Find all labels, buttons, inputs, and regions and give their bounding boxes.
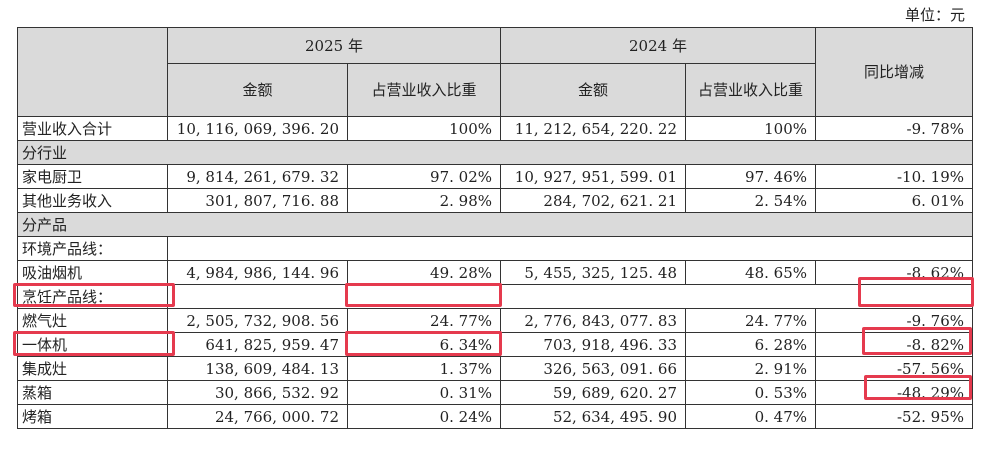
amount-2024: 5, 455, 325, 125. 48 xyxy=(500,260,686,285)
amount-2024: 52, 634, 495. 90 xyxy=(500,404,686,429)
row-label: 营业收入合计 xyxy=(17,116,168,141)
revenue-table: 2025 年 2024 年 同比增减 金额 占营业收入比重 金额 占营业收入比重… xyxy=(17,27,973,429)
ratio-2025: 6. 34% xyxy=(347,332,501,357)
row-label: 一体机 xyxy=(17,332,168,357)
amount-2025: 9, 814, 261, 679. 32 xyxy=(167,164,348,189)
ratio-2024: 48. 65% xyxy=(685,260,816,285)
amount-2025: 24, 766, 000. 72 xyxy=(167,404,348,429)
row-other: 其他业务收入 301, 807, 716. 88 2. 98% 284, 702… xyxy=(17,188,973,213)
ratio-2024: 100% xyxy=(685,116,816,141)
section-product: 分产品 xyxy=(17,212,973,237)
subsection-env: 环境产品线： xyxy=(17,236,973,261)
ratio-2025: 97. 02% xyxy=(347,164,501,189)
section-label: 分行业 xyxy=(17,140,973,165)
amount-2024: 703, 918, 496. 33 xyxy=(500,332,686,357)
yoy-change: -52. 95% xyxy=(815,404,973,429)
amount-2025: 10, 116, 069, 396. 20 xyxy=(167,116,348,141)
subsection-cook: 烹饪产品线： xyxy=(17,284,973,309)
yoy-change: -9. 78% xyxy=(815,116,973,141)
header-yoy: 同比增减 xyxy=(815,27,973,117)
row-oven: 烤箱 24, 766, 000. 72 0. 24% 52, 634, 495.… xyxy=(17,404,973,429)
amount-2025: 641, 825, 959. 47 xyxy=(167,332,348,357)
ratio-2024: 24. 77% xyxy=(685,308,816,333)
empty-cell xyxy=(167,284,973,309)
row-label: 集成灶 xyxy=(17,356,168,381)
header-ratio-2024: 占营业收入比重 xyxy=(685,63,816,117)
section-industry: 分行业 xyxy=(17,140,973,165)
header-ratio-2025: 占营业收入比重 xyxy=(347,63,501,117)
row-kitchen: 家电厨卫 9, 814, 261, 679. 32 97. 02% 10, 92… xyxy=(17,164,973,189)
row-total: 营业收入合计 10, 116, 069, 396. 20 100% 11, 21… xyxy=(17,116,973,141)
ratio-2024: 2. 54% xyxy=(685,188,816,213)
ratio-2025: 2. 98% xyxy=(347,188,501,213)
ratio-2024: 2. 91% xyxy=(685,356,816,381)
yoy-change: 6. 01% xyxy=(815,188,973,213)
amount-2024: 11, 212, 654, 220. 22 xyxy=(500,116,686,141)
amount-2025: 30, 866, 532. 92 xyxy=(167,380,348,405)
ratio-2025: 0. 24% xyxy=(347,404,501,429)
ratio-2024: 0. 47% xyxy=(685,404,816,429)
ratio-2025: 49. 28% xyxy=(347,260,501,285)
unit-label: 单位：元 xyxy=(904,6,965,24)
yoy-change: -57. 56% xyxy=(815,356,973,381)
amount-2024: 59, 689, 620. 27 xyxy=(500,380,686,405)
ratio-2024: 0. 53% xyxy=(685,380,816,405)
section-label: 分产品 xyxy=(17,212,973,237)
header-amount-2024: 金额 xyxy=(500,63,686,117)
header-year-2024: 2024 年 xyxy=(500,27,816,64)
subsection-label: 环境产品线： xyxy=(17,236,168,261)
row-label: 家电厨卫 xyxy=(17,164,168,189)
ratio-2024: 97. 46% xyxy=(685,164,816,189)
header-year-2025: 2025 年 xyxy=(167,27,501,64)
row-stove: 燃气灶 2, 505, 732, 908. 56 24. 77% 2, 776,… xyxy=(17,308,973,333)
amount-2025: 4, 984, 986, 144. 96 xyxy=(167,260,348,285)
header-amount-2025: 金额 xyxy=(167,63,348,117)
amount-2024: 284, 702, 621. 21 xyxy=(500,188,686,213)
ratio-2025: 24. 77% xyxy=(347,308,501,333)
subsection-label: 烹饪产品线： xyxy=(17,284,168,309)
yoy-change: -8. 82% xyxy=(815,332,973,357)
amount-2024: 10, 927, 951, 599. 01 xyxy=(500,164,686,189)
amount-2024: 326, 563, 091. 66 xyxy=(500,356,686,381)
row-label: 吸油烟机 xyxy=(17,260,168,285)
yoy-change: -48. 29% xyxy=(815,380,973,405)
amount-2025: 301, 807, 716. 88 xyxy=(167,188,348,213)
row-label: 燃气灶 xyxy=(17,308,168,333)
amount-2025: 138, 609, 484. 13 xyxy=(167,356,348,381)
row-steamer: 蒸箱 30, 866, 532. 92 0. 31% 59, 689, 620.… xyxy=(17,380,973,405)
row-combo: 一体机 641, 825, 959. 47 6. 34% 703, 918, 4… xyxy=(17,332,973,357)
amount-2024: 2, 776, 843, 077. 83 xyxy=(500,308,686,333)
row-hood: 吸油烟机 4, 984, 986, 144. 96 49. 28% 5, 455… xyxy=(17,260,973,285)
ratio-2025: 100% xyxy=(347,116,501,141)
row-label: 烤箱 xyxy=(17,404,168,429)
empty-cell xyxy=(167,236,973,261)
yoy-change: -8. 62% xyxy=(815,260,973,285)
row-integrated: 集成灶 138, 609, 484. 13 1. 37% 326, 563, 0… xyxy=(17,356,973,381)
yoy-change: -9. 76% xyxy=(815,308,973,333)
row-label: 蒸箱 xyxy=(17,380,168,405)
ratio-2025: 1. 37% xyxy=(347,356,501,381)
amount-2025: 2, 505, 732, 908. 56 xyxy=(167,308,348,333)
yoy-change: -10. 19% xyxy=(815,164,973,189)
header-corner xyxy=(17,27,168,117)
row-label: 其他业务收入 xyxy=(17,188,168,213)
ratio-2025: 0. 31% xyxy=(347,380,501,405)
ratio-2024: 6. 28% xyxy=(685,332,816,357)
